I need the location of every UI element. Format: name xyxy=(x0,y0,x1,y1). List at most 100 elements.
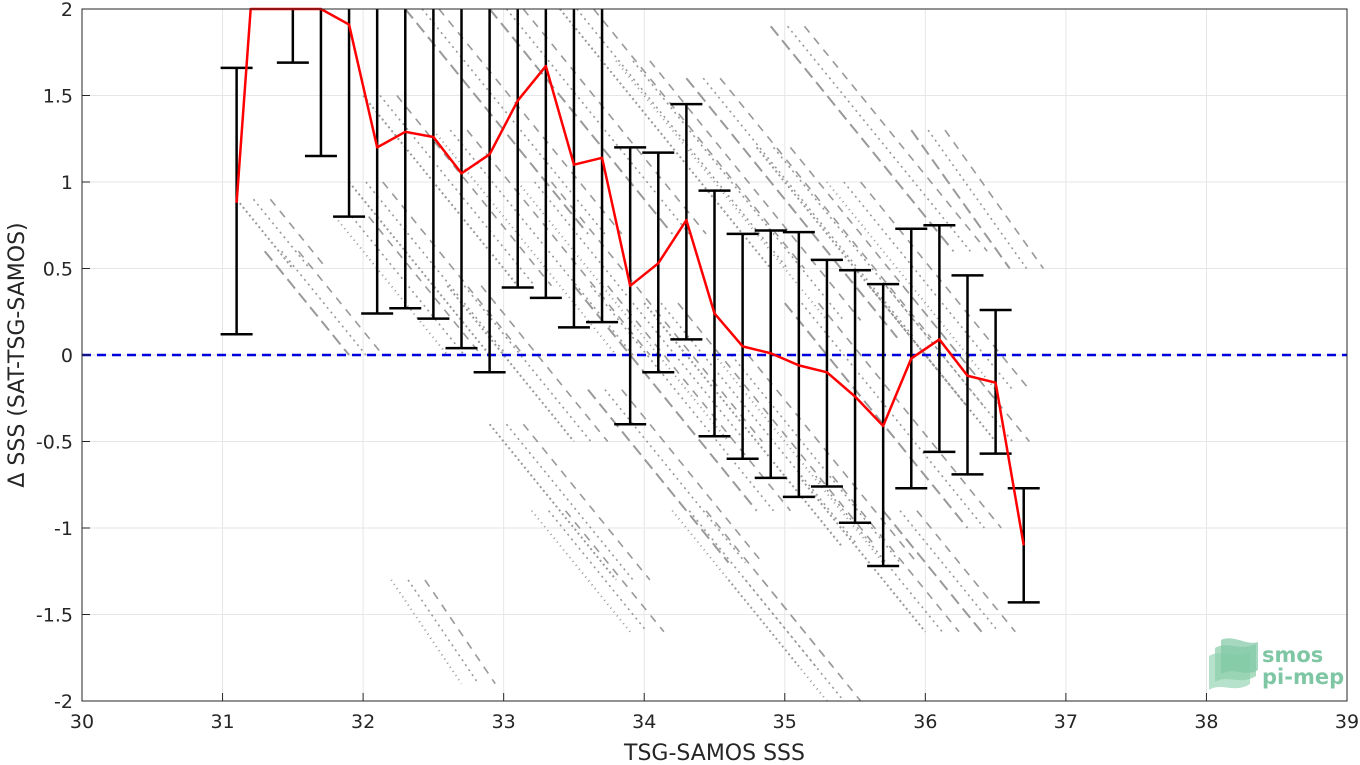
error-bar xyxy=(445,9,478,350)
scatter-streak xyxy=(488,8,674,235)
scatter-streak xyxy=(548,510,648,633)
scatter-streak xyxy=(730,354,901,564)
x-axis-label: TSG-SAMOS SSS xyxy=(623,741,805,765)
scatter-streak xyxy=(396,94,553,287)
scatter-streak xyxy=(803,25,988,252)
error-bar xyxy=(417,9,450,320)
scatter-streak xyxy=(615,60,828,322)
scatter-streak xyxy=(590,285,775,512)
scatter-streak xyxy=(379,94,536,287)
scatter-streak xyxy=(564,510,665,633)
scatter-streak xyxy=(362,94,519,287)
scatter-streak xyxy=(761,579,862,702)
error-bar xyxy=(276,9,309,64)
x-tick-label: 35 xyxy=(773,711,797,733)
y-tick-label: 0.5 xyxy=(43,259,73,281)
scatter-streak xyxy=(404,8,589,235)
error-bar xyxy=(473,9,506,374)
scatter-streak xyxy=(533,181,747,443)
logo-text-smos: smos xyxy=(1262,643,1323,667)
scatter-streak xyxy=(297,250,384,356)
y-tick-label: -1 xyxy=(54,518,73,540)
scatter-streak xyxy=(480,285,609,443)
error-bar xyxy=(389,9,422,310)
logo-text-pi-mep: pi-mep xyxy=(1262,665,1344,689)
y-tick-label: 1.5 xyxy=(43,86,73,108)
scatter-streak xyxy=(719,77,932,339)
scatter-streak xyxy=(632,60,845,321)
scatter-streak xyxy=(902,285,1030,443)
scatter-streak xyxy=(280,250,367,356)
scatter-streak xyxy=(488,423,617,581)
error-bar xyxy=(304,9,337,158)
scatter-streak xyxy=(727,579,828,702)
scatter-streak xyxy=(559,8,772,270)
y-tick-label: 0 xyxy=(61,345,73,367)
y-tick-label: -2 xyxy=(54,691,73,713)
error-bars xyxy=(220,9,1040,604)
logo-mark-icon xyxy=(1209,638,1258,690)
scatter-streak xyxy=(607,285,792,512)
x-tick-label: 33 xyxy=(492,711,516,733)
scatter-streak xyxy=(424,579,496,685)
scatter-streak xyxy=(769,25,955,252)
x-tick-label: 34 xyxy=(632,711,656,733)
scatter-streak xyxy=(573,285,758,512)
scatter-streak xyxy=(899,510,1000,633)
scatter-streak xyxy=(660,302,859,546)
scatter-streak xyxy=(446,285,575,443)
scatter-streak xyxy=(522,423,651,581)
error-bar xyxy=(557,9,590,329)
scatter-streak xyxy=(755,146,969,408)
scatter-streak xyxy=(927,129,1028,269)
scatter-streak xyxy=(621,389,763,564)
x-tick-label: 38 xyxy=(1194,711,1218,733)
y-axis-label: Δ SSS (SAT-TSG-SAMOS) xyxy=(5,222,30,487)
x-tick-label: 36 xyxy=(913,711,937,733)
scatter-streak xyxy=(868,285,997,443)
scatter-streak xyxy=(910,129,1011,270)
scatter-streak xyxy=(531,510,631,633)
scatter-streak xyxy=(798,475,927,633)
scatter-streak xyxy=(831,475,960,633)
error-bar xyxy=(501,9,534,289)
scatter-streak xyxy=(882,510,983,633)
scatter-streak xyxy=(784,302,969,529)
scatter-streak xyxy=(677,302,876,546)
scatter-streak xyxy=(817,302,1002,529)
error-bar xyxy=(586,9,619,324)
scatter-streak xyxy=(786,25,971,252)
y-tick-labels: -2 -1.5 -1 -0.5 0 0.5 1 1.5 2 xyxy=(36,0,90,713)
scatter-streak xyxy=(604,389,747,564)
y-tick-label: -1.5 xyxy=(36,605,73,627)
scatter-streak xyxy=(944,129,1045,269)
scatter-streak xyxy=(671,510,800,668)
error-bar xyxy=(529,9,562,300)
scatter-streak xyxy=(348,181,491,356)
y-tick-label: -0.5 xyxy=(36,432,73,454)
scatter-streak xyxy=(466,129,651,356)
scatter-streak xyxy=(263,250,350,356)
scatter-streak xyxy=(438,8,623,235)
scatter-streak xyxy=(390,579,463,685)
scatter-streak xyxy=(702,77,915,339)
y-tick-label: 2 xyxy=(61,0,73,21)
scatter-streak xyxy=(593,8,806,270)
scatter-streak xyxy=(576,8,789,270)
error-bar xyxy=(333,9,366,218)
y-tick-label: 1 xyxy=(61,172,73,194)
scatter-streak xyxy=(550,181,763,443)
scatter-streak xyxy=(522,8,707,235)
scatter-streak xyxy=(801,302,985,529)
x-tick-label: 37 xyxy=(1054,711,1078,733)
scatter-streak xyxy=(516,181,730,443)
scatter-streak xyxy=(365,181,508,356)
scatter-streak xyxy=(744,579,845,702)
scatter-streak xyxy=(685,77,898,339)
error-bar xyxy=(361,9,394,315)
mean-line xyxy=(235,7,1025,546)
x-tick-label: 30 xyxy=(70,711,94,733)
x-tick-label: 32 xyxy=(351,711,375,733)
scatter-streak xyxy=(789,146,1002,408)
